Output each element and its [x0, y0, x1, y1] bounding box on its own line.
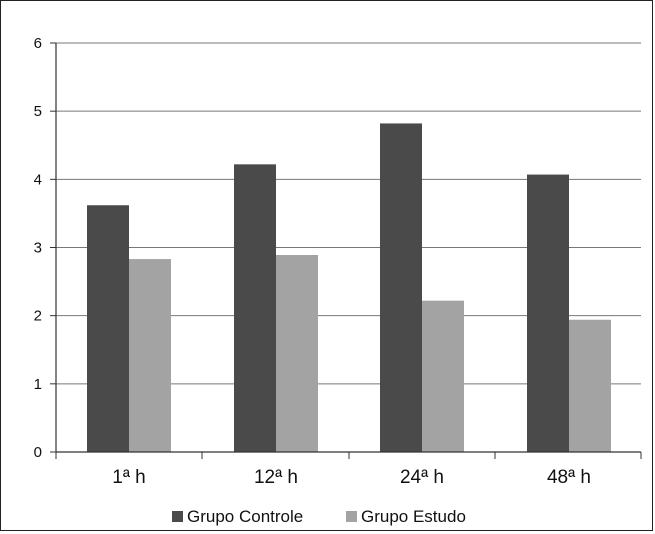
bar-estudo-3 [422, 300, 464, 452]
y-tick-label-6: 6 [34, 35, 42, 52]
bar-controle-2 [234, 164, 276, 452]
y-tick-label-5: 5 [34, 103, 42, 120]
legend: Grupo Controle Grupo Estudo [172, 507, 466, 526]
bar-estudo-1 [129, 259, 171, 452]
bar-estudo-2 [276, 254, 318, 452]
legend-label-estudo: Grupo Estudo [361, 507, 466, 526]
x-tick-label-2: 12ª h [254, 467, 298, 488]
bar-controle-4 [527, 174, 569, 453]
legend-swatch-estudo [346, 511, 357, 522]
y-tick-label-4: 4 [34, 171, 42, 188]
x-tick-label-1: 1ª h [112, 467, 145, 488]
x-axis-tick-labels: 1ª h 12ª h 24ª h 48ª h [112, 467, 591, 488]
x-tick-label-4: 48ª h [547, 467, 591, 488]
y-tick-label-1: 1 [34, 376, 42, 393]
legend-label-controle: Grupo Controle [187, 507, 303, 526]
legend-swatch-controle [172, 511, 183, 522]
bar-estudo-4 [569, 319, 611, 452]
y-axis-tick-labels: 0 1 2 3 4 5 6 [34, 35, 42, 461]
y-tick-label-0: 0 [34, 444, 42, 461]
bar-controle-3 [380, 123, 422, 452]
bar-controle-1 [87, 205, 129, 452]
y-tick-label-3: 3 [34, 240, 42, 257]
axes [55, 43, 642, 459]
y-tick-label-2: 2 [34, 308, 42, 325]
bars [87, 123, 611, 453]
x-tick-label-3: 24ª h [400, 467, 444, 488]
